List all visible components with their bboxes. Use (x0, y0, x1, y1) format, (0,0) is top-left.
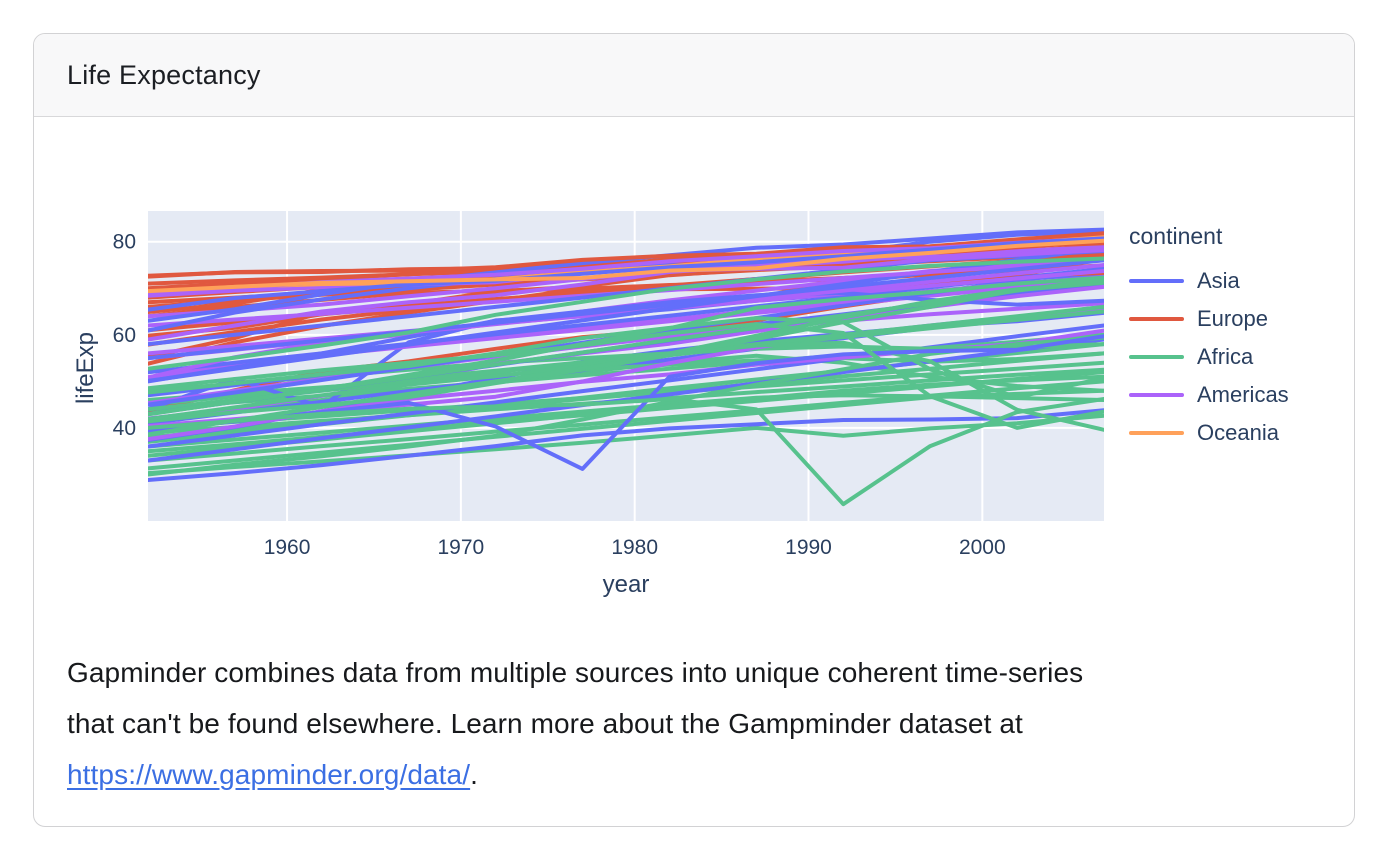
card-header: Life Expectancy (34, 34, 1354, 117)
series-line-africa (148, 397, 1104, 507)
legend-swatch-oceania (1129, 431, 1184, 435)
description-paragraph: Gapminder combines data from multiple so… (67, 647, 1321, 800)
series-line-africa (148, 277, 1104, 416)
description-suffix: . (470, 759, 478, 790)
series-line-africa (148, 393, 1104, 449)
legend-label: Americas (1197, 382, 1289, 407)
series-line-africa (148, 322, 1104, 430)
series-line-oceania (148, 238, 1104, 294)
legend-swatch-americas (1129, 393, 1184, 397)
description-line-1: Gapminder combines data from multiple so… (67, 657, 1084, 688)
x-tick-label: 1990 (785, 536, 832, 559)
x-tick-label: 1980 (611, 536, 658, 559)
legend-item-africa[interactable]: Africa (1129, 338, 1323, 376)
legend-item-asia[interactable]: Asia (1129, 262, 1323, 300)
y-tick-label: 60 (113, 324, 136, 347)
legend-label: Oceania (1197, 420, 1279, 445)
card: Life Expectancy 40 60 80 1960 1970 1980 1990 20… (33, 33, 1355, 827)
series-line-africa (148, 280, 1104, 437)
x-tick-label: 1970 (438, 536, 485, 559)
card-body: 40 60 80 1960 1970 1980 1990 2000 lifeExp year … (34, 139, 1354, 800)
legend-item-europe[interactable]: Europe (1129, 300, 1323, 338)
description-line-2: that can't be found elsewhere. Learn mor… (67, 708, 1023, 739)
legend-item-americas[interactable]: Americas (1129, 376, 1323, 414)
legend-swatch-europe (1129, 317, 1184, 321)
legend-label: Europe (1197, 306, 1268, 331)
legend-label: Asia (1197, 268, 1240, 293)
series-group (148, 227, 1104, 507)
y-axis-title: lifeExp (72, 331, 99, 405)
legend-title: continent (1129, 223, 1223, 249)
y-tick-label: 80 (113, 231, 136, 254)
x-axis-title: year (602, 571, 650, 598)
legend-swatch-asia (1129, 279, 1184, 283)
series-line-africa (148, 256, 1104, 371)
legend-swatch-africa (1129, 355, 1184, 359)
legend-item-oceania[interactable]: Oceania (1129, 414, 1323, 452)
x-tick-label: 2000 (959, 536, 1006, 559)
series-line-europe (148, 231, 1104, 279)
legend-label: Africa (1197, 344, 1254, 369)
series-line-asia (148, 408, 1104, 482)
legend-items: Asia Europe Africa Americas Oceania (1129, 262, 1323, 452)
chart-figure: 40 60 80 1960 1970 1980 1990 2000 lifeExp year … (67, 139, 1323, 609)
series-line-asia (148, 258, 1104, 361)
series-line-asia (148, 236, 1104, 312)
legend: continent Asia Europe Africa Americas Oceani… (1129, 223, 1323, 452)
gapminder-link[interactable]: https://www.gapminder.org/data/ (67, 759, 471, 790)
chart-svg[interactable]: 40 60 80 1960 1970 1980 1990 2000 (67, 139, 1323, 609)
series-line-africa (148, 413, 1104, 476)
series-line-africa (148, 316, 1104, 400)
y-tick-label: 40 (113, 417, 136, 440)
page-title: Life Expectancy (67, 59, 261, 90)
series-line-asia (148, 337, 1104, 463)
x-tick-label: 1960 (264, 536, 311, 559)
